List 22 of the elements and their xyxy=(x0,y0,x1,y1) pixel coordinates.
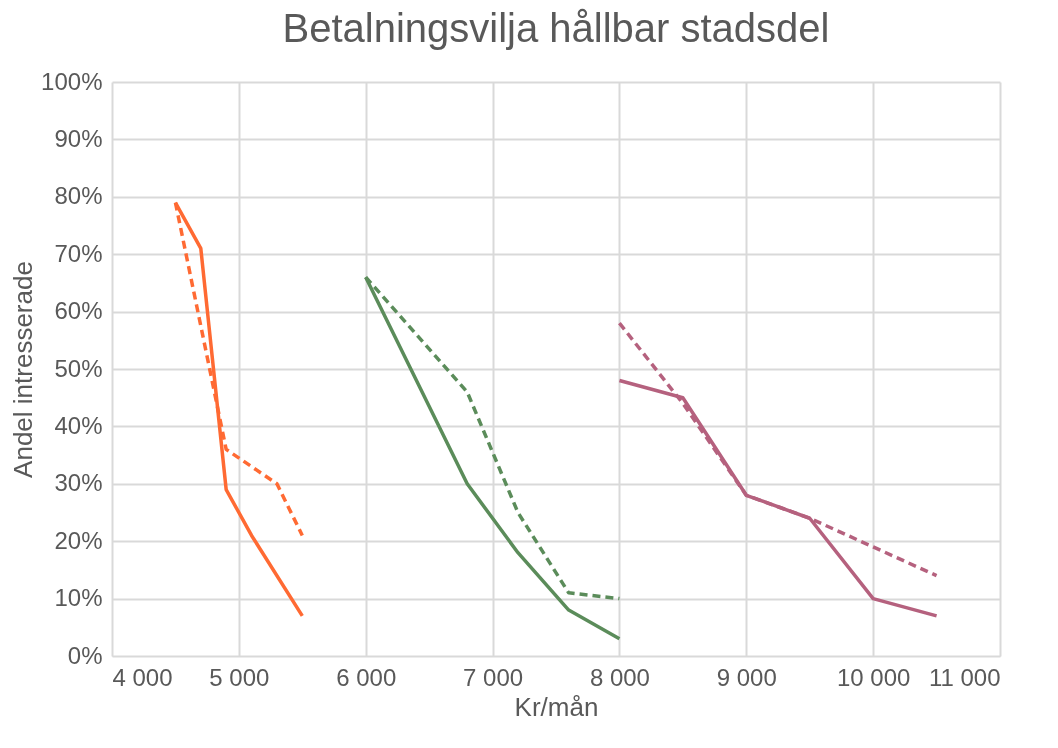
x-tick-label: 7 000 xyxy=(463,663,524,691)
x-tick-label: 4 000 xyxy=(112,663,173,691)
y-tick-label: 20% xyxy=(54,526,103,554)
chart-title: Betalningsvilja hållbar stadsdel xyxy=(282,6,830,50)
y-tick-label: 100% xyxy=(41,67,103,95)
y-axis-title: Andel intresserade xyxy=(8,261,39,478)
x-tick-label: 6 000 xyxy=(336,663,397,691)
y-tick-label: 80% xyxy=(54,182,103,210)
x-tick-label: 11 000 xyxy=(928,663,1001,691)
x-tick-label: 8 000 xyxy=(589,663,650,691)
y-tick-label: 60% xyxy=(54,297,103,325)
y-tick-label: 90% xyxy=(54,124,103,152)
x-tick-label: 5 000 xyxy=(209,663,270,691)
y-tick-label: 50% xyxy=(54,354,103,382)
y-tick-label: 30% xyxy=(54,469,103,497)
y-tick-label: 70% xyxy=(54,239,103,267)
y-tick-label: 10% xyxy=(54,584,103,612)
x-tick-label: 10 000 xyxy=(836,663,911,691)
y-tick-label: 40% xyxy=(54,411,103,439)
x-tick-label: 9 000 xyxy=(716,663,777,691)
x-axis-title: Kr/mån xyxy=(514,691,599,722)
y-tick-label: 0% xyxy=(67,641,103,669)
